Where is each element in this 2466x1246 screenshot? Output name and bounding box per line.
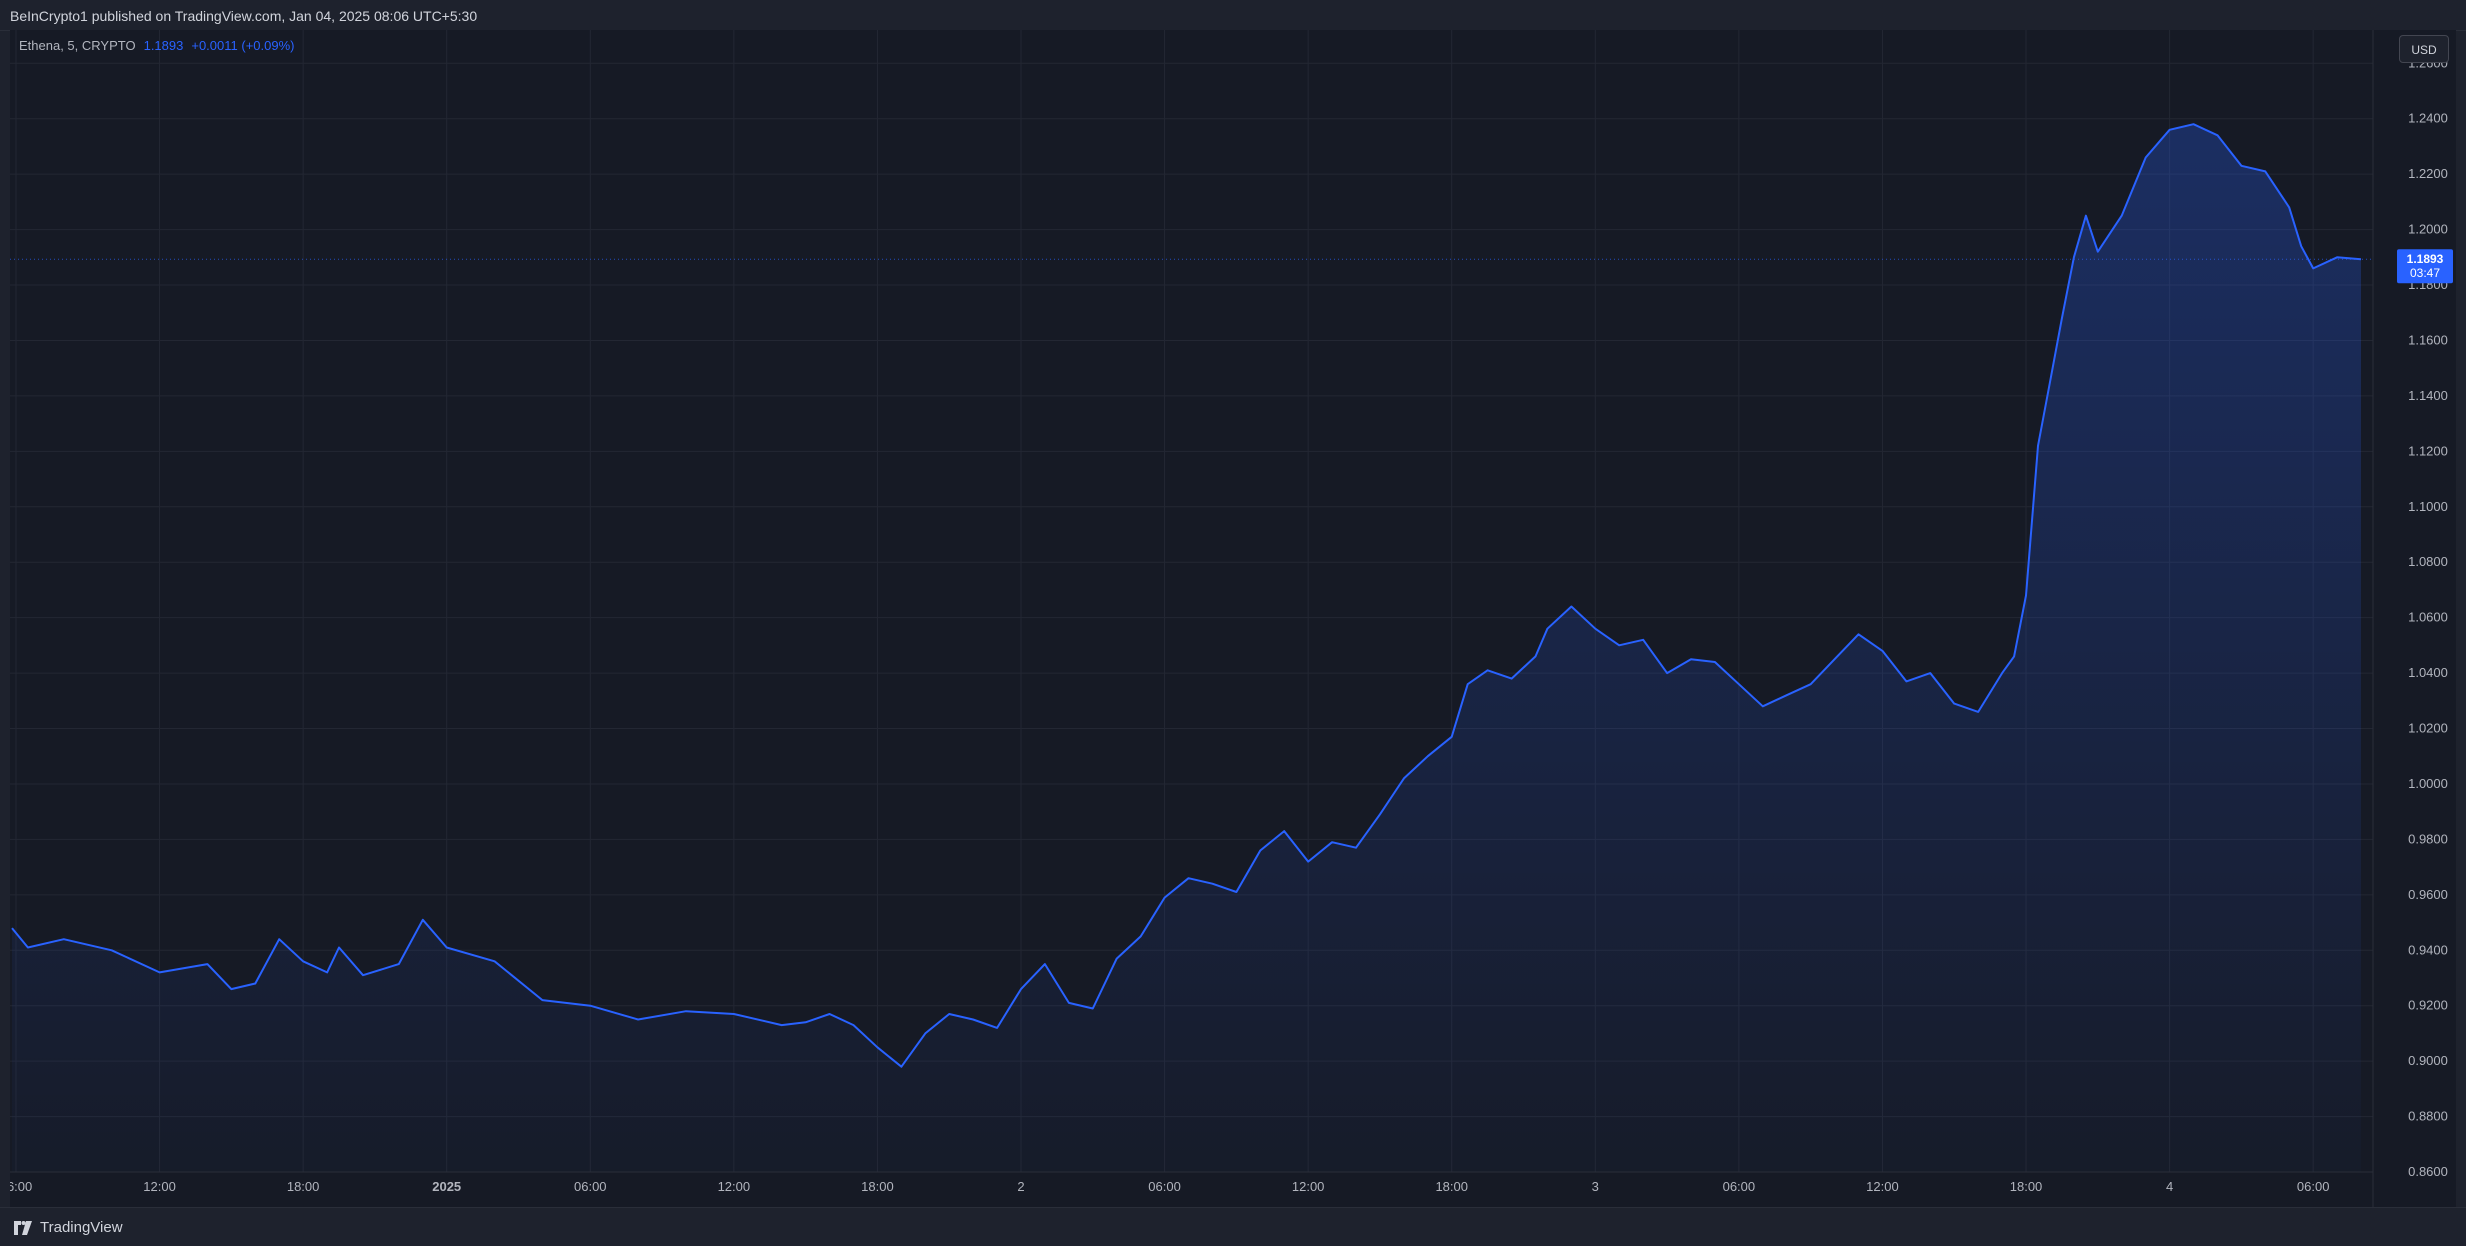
y-tick-label: 1.1400 [2408, 388, 2448, 403]
tradingview-brand[interactable]: TradingView [12, 1219, 123, 1236]
x-tick-label: 12:00 [143, 1179, 176, 1194]
y-tick-label: 1.1200 [2408, 443, 2448, 458]
chart-panel[interactable]: 1.26001.24001.22001.20001.18001.16001.14… [10, 30, 2456, 1207]
y-tick-label: 1.0400 [2408, 665, 2448, 680]
publisher-line: BeInCrypto1 published on TradingView.com… [10, 8, 478, 24]
y-tick-label: 1.0800 [2408, 554, 2448, 569]
y-tick-label: 0.9800 [2408, 831, 2448, 846]
y-tick-label: 1.0600 [2408, 610, 2448, 625]
y-tick-label: 0.9200 [2408, 998, 2448, 1013]
y-tick-label: 0.9400 [2408, 942, 2448, 957]
y-tick-label: 1.1600 [2408, 332, 2448, 347]
tradingview-logo-icon [14, 1220, 32, 1235]
y-tick-label: 0.9000 [2408, 1053, 2448, 1068]
x-tick-label: 18:00 [1435, 1179, 1468, 1194]
currency-button[interactable]: USD [2399, 35, 2449, 63]
x-tick-label: 3 [1592, 1179, 1599, 1194]
legend-last-price: 1.1893 [143, 38, 184, 53]
x-tick-label: 12:00 [1292, 1179, 1325, 1194]
last-price-value: 1.1893 [2407, 252, 2444, 266]
x-tick-label: 06:00 [2297, 1179, 2330, 1194]
y-tick-label: 0.8600 [2408, 1164, 2448, 1179]
y-tick-label: 0.8800 [2408, 1109, 2448, 1124]
x-tick-label: 12:00 [718, 1179, 751, 1194]
brand-name: TradingView [40, 1219, 123, 1236]
y-tick-label: 1.0200 [2408, 721, 2448, 736]
y-tick-label: 1.2000 [2408, 222, 2448, 237]
series-layer [11, 123, 2362, 1172]
x-tick-label: 06:00 [10, 1179, 32, 1194]
bottom-bar: TradingView [0, 1207, 2466, 1246]
last-price-countdown: 03:47 [2410, 266, 2440, 280]
chart-svg[interactable]: 1.26001.24001.22001.20001.18001.16001.14… [10, 30, 2456, 1207]
x-tick-label: 18:00 [287, 1179, 320, 1194]
legend-symbol: Ethena, 5, CRYPTO [19, 38, 136, 53]
axis-layer: 1.26001.24001.22001.20001.18001.16001.14… [10, 30, 2453, 1207]
y-tick-label: 1.2400 [2408, 111, 2448, 126]
x-tick-label: 06:00 [574, 1179, 607, 1194]
legend-change: +0.0011 (+0.09%) [191, 38, 295, 53]
last-price-label-bg [2397, 249, 2453, 284]
x-tick-label: 2 [1017, 1179, 1024, 1194]
x-tick-label: 12:00 [1866, 1179, 1899, 1194]
x-tick-label: 4 [2166, 1179, 2173, 1194]
y-tick-label: 1.1000 [2408, 499, 2448, 514]
x-tick-label: 18:00 [861, 1179, 894, 1194]
x-tick-label: 18:00 [2010, 1179, 2043, 1194]
x-tick-label: 06:00 [1148, 1179, 1181, 1194]
y-tick-label: 1.2200 [2408, 166, 2448, 181]
x-tick-label: 2025 [432, 1179, 461, 1194]
symbol-legend[interactable]: Ethena, 5, CRYPTO 1.1893 +0.0011 (+0.09%… [19, 38, 294, 53]
y-tick-label: 1.0000 [2408, 776, 2448, 791]
x-tick-label: 06:00 [1723, 1179, 1756, 1194]
top-bar: BeInCrypto1 published on TradingView.com… [0, 0, 2466, 31]
series-area-fill [12, 124, 2361, 1172]
y-tick-label: 0.9600 [2408, 887, 2448, 902]
series-line [11, 123, 2362, 1068]
